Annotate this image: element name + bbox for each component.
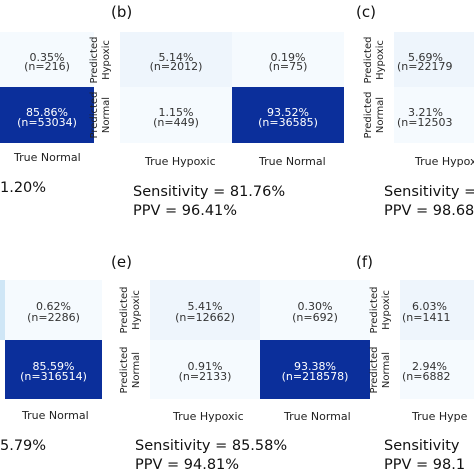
panel-f-cell-top: 6.03% (n=1411 xyxy=(400,280,474,340)
panel-a-cell-bottom: 85.86% (n=53034) xyxy=(0,87,94,143)
panel-a-cell-top-pct: 0.35% xyxy=(29,50,65,64)
panel-e-cell-nn-pct: 93.38% xyxy=(294,360,336,374)
panel-d-cell-top: 0.62% (n=2286) xyxy=(5,280,102,340)
panel-b-cell-hh-count: (n=2012) xyxy=(149,60,203,74)
panel-d-cell-bottom-count: (n=316514) xyxy=(20,370,87,384)
panel-f-cell-top-pct: 6.03% xyxy=(412,300,447,314)
panel-e-cell-nn: 93.38% (n=218578) xyxy=(260,340,370,399)
panel-f-metric-sensitivity: Sensitivity xyxy=(384,438,460,454)
panel-e-cell-hn-pct: 0.30% xyxy=(297,300,333,314)
panel-c-col-label-hypoxic: True Hypoxic xyxy=(415,155,474,168)
panel-f-cell-bottom-pct: 2.94% xyxy=(412,360,447,374)
panel-b-cell-hn: 0.19% (n=75) xyxy=(232,32,344,87)
panel-e-cell-hh-count: (n=12662) xyxy=(175,310,235,324)
panel-e-col-label-normal: True Normal xyxy=(284,410,351,423)
panel-c-cell-bottom-pct: 3.21% xyxy=(408,106,443,120)
panel-c-metric-ppv: PPV = 98.68% xyxy=(384,203,474,219)
panel-b-metric-sensitivity: Sensitivity = 81.76% xyxy=(133,184,286,200)
panel-e-cell-nn-count: (n=218578) xyxy=(281,370,349,384)
panel-b-cell-hn-count: (n=75) xyxy=(268,60,308,74)
panel-b-metric-ppv: PPV = 96.41% xyxy=(133,203,238,219)
panel-a-cell-bottom-pct: 85.86% xyxy=(26,106,68,120)
panel-f-cell-bottom: 2.94% (n=6882 xyxy=(400,340,474,399)
panel-a-xlabel-true-normal: True Normal xyxy=(14,151,81,164)
panel-c-metric-sensitivity: Sensitivity = xyxy=(384,184,474,200)
panel-c-letter: (c) xyxy=(356,3,376,21)
panel-a-cell-top: 0.35% (n=216) xyxy=(0,32,94,87)
panel-e-cell-nh-count: (n=2133) xyxy=(178,370,232,384)
panel-a-metric: 1.20% xyxy=(0,180,47,196)
panel-e-cell-hh-pct: 5.41% xyxy=(187,300,223,314)
panel-e-row-label-normal: Predicted Normal xyxy=(119,346,142,394)
panel-a-cell-top-count: (n=216) xyxy=(24,60,70,74)
panel-b-cell-nh: 1.15% (n=449) xyxy=(120,87,232,143)
panel-f-col-label-hypoxic: True Hype xyxy=(412,410,468,423)
panel-d-xlabel-true-normal: True Normal xyxy=(22,409,89,422)
panel-e-letter: (e) xyxy=(111,253,132,271)
panel-b-cell-nh-pct: 1.15% xyxy=(158,106,194,120)
panel-d-cell-bottom-pct: 85.59% xyxy=(32,360,75,374)
panel-f-row-label-normal: Predicted Normal xyxy=(369,346,392,394)
panel-c-row-label-normal: Predicted Normal xyxy=(363,91,386,139)
panel-f-cell-bottom-count: (n=6882 xyxy=(402,370,451,384)
panel-a-cell-bottom-count: (n=53034) xyxy=(17,115,77,129)
panel-c-cell-top-pct: 5.69% xyxy=(408,50,443,64)
panel-e-cell-hn-count: (n=692) xyxy=(292,310,338,324)
panel-e-cell-hh: 5.41% (n=12662) xyxy=(150,280,260,340)
panel-c-cell-top-count: (n=22179 xyxy=(397,60,453,74)
panel-b-cell-nn-count: (n=36585) xyxy=(258,115,318,129)
panel-d-cell-top-count: (n=2286) xyxy=(27,310,80,324)
panel-b-cell-nn-pct: 93.52% xyxy=(267,106,309,120)
panel-b-col-label-normal: True Normal xyxy=(259,155,326,168)
panel-d-metric: 5.79% xyxy=(0,438,47,454)
panel-e-cell-hn: 0.30% (n=692) xyxy=(260,280,370,340)
panel-f-letter: (f) xyxy=(356,253,373,271)
panel-d-strip xyxy=(0,280,5,340)
panel-e-metric-sensitivity: Sensitivity = 85.58% xyxy=(135,438,288,454)
panel-f-metric-ppv: PPV = 98.1 xyxy=(384,457,466,473)
panel-b-letter: (b) xyxy=(111,3,133,21)
panel-b-cell-hh-pct: 5.14% xyxy=(158,50,194,64)
panel-b-cell-nn: 93.52% (n=36585) xyxy=(232,87,344,143)
panel-b-row-label-normal: Predicted Normal xyxy=(89,91,112,139)
panel-e-cell-nh: 0.91% (n=2133) xyxy=(150,340,260,399)
panel-c-cell-bottom-count: (n=12503 xyxy=(397,115,453,129)
panel-e-col-label-hypoxic: True Hypoxic xyxy=(173,410,244,423)
panel-e-cell-nh-pct: 0.91% xyxy=(187,360,223,374)
panel-c-cell-bottom: 3.21% (n=12503 xyxy=(394,87,474,143)
panel-e-metric-ppv: PPV = 94.81% xyxy=(135,457,240,473)
panel-b-col-label-hypoxic: True Hypoxic xyxy=(145,155,216,168)
panel-b-cell-nh-count: (n=449) xyxy=(153,115,199,129)
panel-c-cell-top: 5.69% (n=22179 xyxy=(394,32,474,87)
panel-d-cell-bottom: 85.59% (n=316514) xyxy=(5,340,102,399)
panel-d-cell-top-pct: 0.62% xyxy=(36,300,71,314)
panel-b-cell-hh: 5.14% (n=2012) xyxy=(120,32,232,87)
panel-b-cell-hn-pct: 0.19% xyxy=(270,50,306,64)
panel-f-cell-top-count: (n=1411 xyxy=(402,310,451,324)
